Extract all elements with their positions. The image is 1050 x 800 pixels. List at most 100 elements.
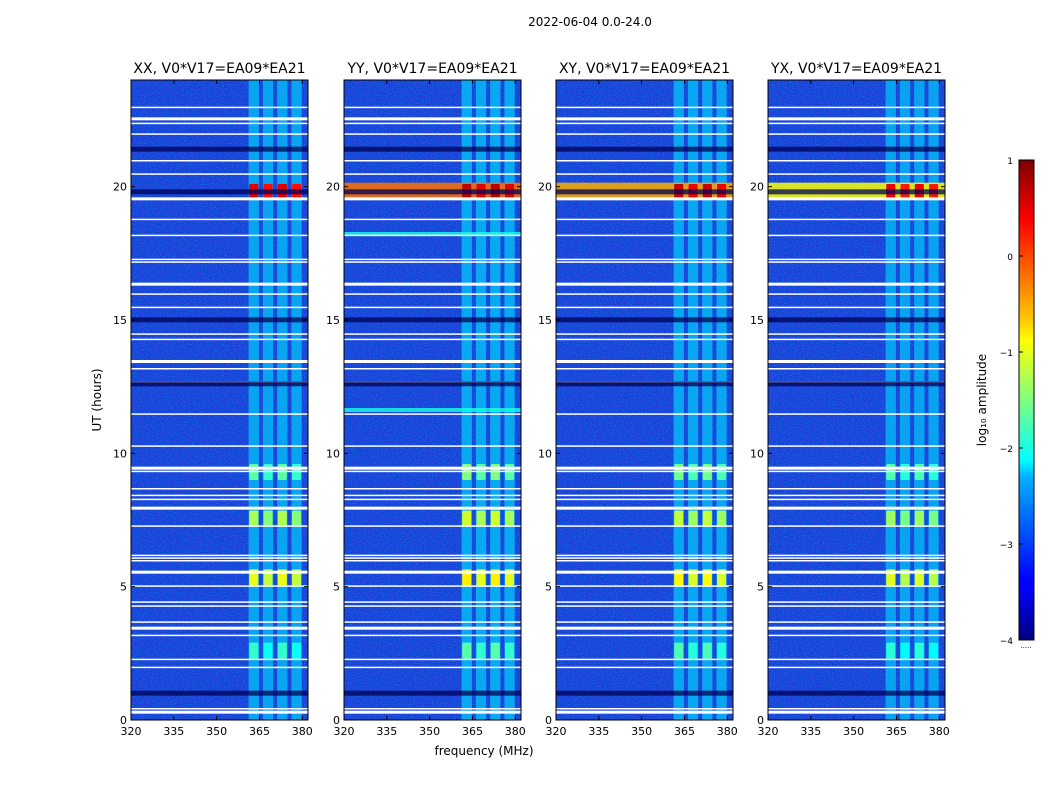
x-tick-label: 320: [758, 725, 779, 738]
y-tick-label: 15: [538, 314, 552, 327]
flagged-row: [768, 306, 945, 309]
flagged-row: [768, 666, 945, 669]
flagged-row: [556, 626, 733, 630]
flagged-row: [131, 261, 308, 263]
flagged-row: [556, 621, 733, 623]
dark-row: [344, 189, 521, 195]
x-tick-label: 365: [674, 725, 695, 738]
dark-row: [556, 317, 733, 323]
flagged-row: [131, 338, 308, 341]
flagged-row: [131, 368, 308, 370]
channel-band: [716, 80, 727, 720]
x-axis-label: frequency (MHz): [434, 744, 533, 758]
flagged-row: [344, 282, 521, 286]
flagged-row: [556, 368, 733, 370]
panel-yy: YY, V0*V17=EA09*EA21 320 335 350 365 380 0 5 10 1…: [326, 61, 526, 738]
flagged-row: [768, 570, 945, 574]
dark-row: [556, 189, 733, 195]
flagged-row: [131, 525, 308, 527]
rfi-block: [929, 642, 939, 659]
panel-frame: [130, 79, 309, 721]
flagged-row: [768, 708, 945, 710]
channel-band: [673, 80, 684, 720]
colorbar-gradient: [1018, 159, 1035, 641]
channel-band: [885, 80, 896, 720]
x-tick-label: 350: [206, 725, 227, 738]
rfi-block: [462, 510, 472, 527]
flagged-row: [131, 218, 308, 221]
flagged-row: [556, 173, 733, 175]
x-tick-label: 320: [121, 725, 142, 738]
flagged-row: [344, 621, 521, 623]
flagged-row: [768, 338, 945, 341]
flagged-row: [768, 234, 945, 237]
rfi-block: [505, 642, 515, 659]
flagged-row: [131, 666, 308, 669]
flagged-row: [344, 338, 521, 341]
flagged-row: [556, 122, 733, 125]
flagged-row: [556, 282, 733, 286]
rfi-block: [462, 642, 472, 659]
rfi-block: [277, 642, 287, 659]
flagged-row: [131, 585, 308, 587]
rfi-block: [688, 642, 698, 659]
flagged-row: [768, 470, 945, 473]
rfi-band-18h: [344, 232, 521, 235]
rfi-block: [476, 510, 486, 527]
flagged-row: [556, 560, 733, 562]
x-tick-label: 350: [631, 725, 652, 738]
rfi-block: [717, 642, 727, 659]
flagged-row: [768, 333, 945, 335]
rfi-block: [249, 510, 259, 527]
x-tick-label: 335: [376, 725, 397, 738]
x-tick-label: 380: [292, 725, 313, 738]
flagged-row: [131, 557, 308, 559]
channel-band: [490, 80, 501, 720]
colorbar-tick-label: −4: [1000, 637, 1014, 647]
y-tick-label: 20: [538, 181, 552, 194]
channel-band: [291, 80, 302, 720]
dark-row: [556, 146, 733, 152]
flagged-row: [344, 234, 521, 237]
y-tick-label: 10: [538, 447, 552, 460]
flagged-row: [556, 708, 733, 710]
flagged-row: [556, 333, 733, 335]
panel-title: XY, V0*V17=EA09*EA21: [559, 61, 730, 77]
flagged-row: [131, 306, 308, 309]
flagged-row: [131, 258, 308, 261]
rfi-block: [914, 510, 924, 527]
flagged-row: [344, 506, 521, 510]
rfi-block: [249, 642, 259, 659]
flagged-row: [131, 605, 308, 607]
channel-band: [702, 80, 713, 720]
flagged-row: [556, 413, 733, 415]
rfi-block: [886, 510, 896, 527]
y-tick-label: 20: [750, 181, 764, 194]
flagged-row: [131, 498, 308, 501]
flagged-row: [556, 710, 733, 714]
flagged-row: [344, 258, 521, 261]
panel-frame: [343, 79, 522, 721]
flagged-row: [344, 306, 521, 309]
y-tick-label: 20: [113, 181, 127, 194]
flagged-row: [131, 488, 308, 490]
flagged-row: [556, 306, 733, 309]
flagged-row: [768, 585, 945, 587]
dark-row: [768, 690, 945, 696]
flagged-row: [556, 218, 733, 221]
flagged-row: [131, 710, 308, 714]
flagged-row: [556, 197, 733, 201]
x-tick-label: 365: [886, 725, 907, 738]
flagged-row: [556, 258, 733, 261]
flagged-row: [556, 498, 733, 501]
flagged-row: [556, 470, 733, 473]
y-tick-label: 0: [757, 714, 764, 727]
flagged-row: [768, 554, 945, 557]
flagged-row: [556, 658, 733, 661]
flagged-row: [344, 173, 521, 175]
x-tick-label: 335: [800, 725, 821, 738]
colorbar: 1 0 −1 −2 −3 −4 log₁₀ amplitude .....: [975, 157, 1035, 650]
channel-band: [687, 80, 699, 720]
y-tick-label: 5: [120, 581, 127, 594]
